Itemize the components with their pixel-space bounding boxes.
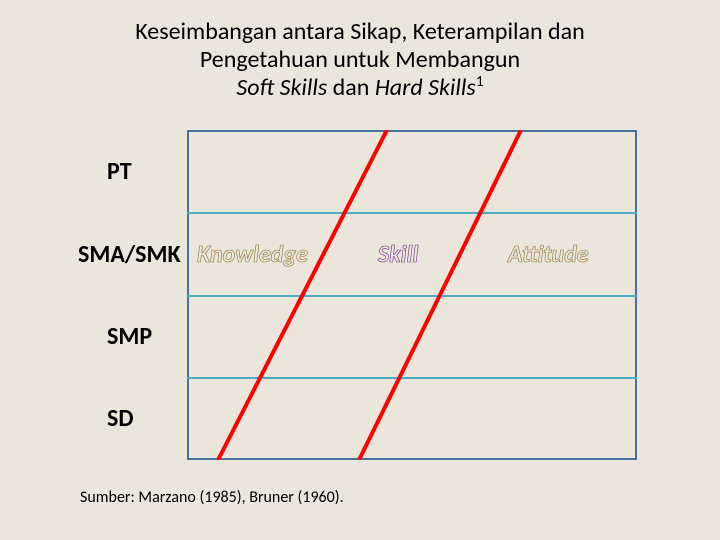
row-label-sma-smk: SMA/SMK [78, 240, 181, 269]
title-hardskills: Hard Skills [375, 73, 476, 102]
title-line-3: Soft Skills dan Hard Skills1 [0, 73, 720, 102]
source-citation: Sumber: Marzano (1985), Bruner (1960). [80, 488, 344, 507]
slide: Keseimbangan antara Sikap, Keterampilan … [0, 0, 720, 540]
row-label-smp: SMP [107, 322, 152, 351]
row-label-pt: PT [107, 157, 132, 186]
label-knowledge: Knowledge [197, 240, 308, 269]
chart-divider [187, 295, 637, 297]
chart-divider [187, 377, 637, 379]
title-superscript: 1 [476, 72, 484, 91]
chart-divider [187, 212, 637, 214]
label-skill: Skill [378, 240, 418, 269]
title-line-1: Keseimbangan antara Sikap, Keterampilan … [0, 18, 720, 46]
title-line-2: Pengetahuan untuk Membangun [0, 46, 720, 74]
slide-title: Keseimbangan antara Sikap, Keterampilan … [0, 18, 720, 102]
row-label-sd: SD [107, 404, 133, 433]
label-attitude: Attitude [508, 240, 589, 269]
title-softskills: Soft Skills [236, 73, 327, 102]
